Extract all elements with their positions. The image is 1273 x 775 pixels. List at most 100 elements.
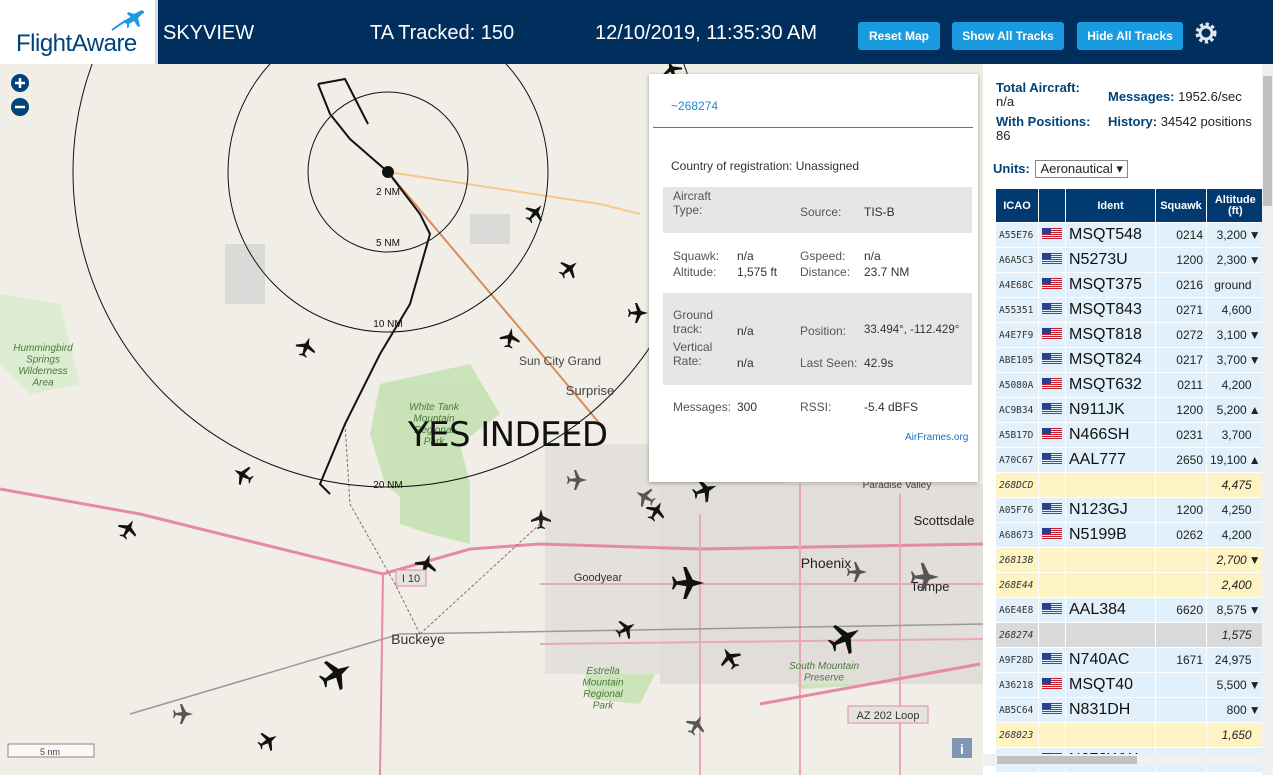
- aircraft-icon[interactable]: [628, 303, 648, 323]
- aircraft-row[interactable]: 268023 1,650: [996, 723, 1264, 747]
- logo[interactable]: FlightAware: [0, 0, 158, 64]
- label: Units:: [993, 161, 1030, 176]
- aircraft-row[interactable]: 268DCD 4,475: [996, 473, 1264, 497]
- aircraft-row[interactable]: A05F76 N123GJ 1200 4,250: [996, 498, 1264, 522]
- aircraft-icon[interactable]: [612, 615, 639, 642]
- aircraft-row[interactable]: A9F28D N740AC 1671 24,975: [996, 648, 1264, 672]
- col-header[interactable]: Squawk: [1156, 189, 1206, 222]
- flag-stripe: [1042, 354, 1062, 356]
- altitude-value: 5,500: [1216, 678, 1247, 692]
- flag-stripe: [1042, 681, 1062, 683]
- aircraft-icon[interactable]: [847, 562, 867, 582]
- aircraft-row[interactable]: 268274 1,575: [996, 623, 1264, 647]
- ident-cell: MSQT818: [1066, 323, 1155, 347]
- aircraft-icon[interactable]: [114, 515, 141, 542]
- aircraft-icon[interactable]: [498, 326, 521, 349]
- place-label: Hummingbird: [13, 343, 73, 354]
- col-header[interactable]: Ident: [1066, 189, 1155, 222]
- altitude-cell: 3,700: [1207, 423, 1264, 447]
- aircraft-icon[interactable]: [682, 711, 709, 738]
- altitude-trend: ▼: [1248, 703, 1261, 717]
- aircraft-icon[interactable]: [555, 255, 583, 283]
- aircraft-icon[interactable]: [531, 509, 551, 529]
- value: -5.4 dBFS: [864, 400, 919, 414]
- altitude-cell: 5,500 ▼: [1207, 673, 1264, 697]
- aircraft-icon[interactable]: [671, 566, 705, 600]
- flag-stripe: [1042, 306, 1062, 308]
- altitude-cell: 8,575 ▼: [1207, 598, 1264, 622]
- scrollbar[interactable]: [1262, 64, 1273, 775]
- icao-cell: A70C67: [996, 448, 1038, 472]
- aircraft-icon[interactable]: [567, 470, 587, 490]
- flag-stripe: [1042, 352, 1062, 354]
- flag-stripe: [1042, 233, 1062, 235]
- aircraft-row[interactable]: A55351 MSQT843 0271 4,600: [996, 298, 1264, 322]
- ident-cell: [1066, 723, 1155, 747]
- aircraft-row[interactable]: A6E4E8 AAL384 6620 8,575 ▼: [996, 598, 1264, 622]
- aircraft-icon[interactable]: [314, 652, 358, 696]
- airframes-link[interactable]: AirFrames.org: [905, 432, 969, 443]
- show-tracks-button[interactable]: Show All Tracks: [952, 22, 1064, 50]
- aircraft-row[interactable]: A36218 MSQT40 5,500 ▼: [996, 673, 1264, 697]
- aircraft-row[interactable]: A4E7F9 MSQT818 0272 3,100 ▼: [996, 323, 1264, 347]
- aircraft-row[interactable]: AC9B34 N911JK 1200 5,200 ▲: [996, 398, 1264, 422]
- aircraft-icon[interactable]: [412, 551, 440, 579]
- flag-stripe: [1042, 281, 1062, 283]
- aircraft-icon[interactable]: [911, 563, 939, 591]
- aircraft-row[interactable]: A5B17D N466SH 0231 3,700: [996, 423, 1264, 447]
- aircraft-icon[interactable]: [521, 199, 549, 227]
- col-header[interactable]: ICAO: [996, 189, 1038, 222]
- altitude-cell: ground: [1207, 273, 1264, 297]
- aircraft-row[interactable]: A6A5C3 N5273U 1200 2,300 ▼: [996, 248, 1264, 272]
- aircraft-icon[interactable]: [173, 704, 193, 724]
- aircraft-icon[interactable]: [642, 497, 669, 524]
- squawk-cell: 6620: [1156, 598, 1206, 622]
- altitude-cell: 3,100 ▼: [1207, 323, 1264, 347]
- zoom-controls[interactable]: [11, 74, 29, 116]
- aircraft-icon[interactable]: [254, 727, 281, 754]
- aircraft-icon[interactable]: [293, 334, 319, 360]
- info-button[interactable]: [952, 738, 972, 758]
- icao-cell: A5B17D: [996, 423, 1038, 447]
- flag-stripe: [1042, 654, 1062, 656]
- popup-id[interactable]: ~268274: [671, 99, 719, 113]
- aircraft-row[interactable]: AB5C64 N831DH 800 ▼: [996, 698, 1264, 722]
- flag-cell: [1039, 248, 1065, 272]
- aircraft-icon[interactable]: [823, 616, 867, 660]
- h-scrollbar[interactable]: [983, 754, 1262, 766]
- hide-tracks-button[interactable]: Hide All Tracks: [1077, 22, 1183, 50]
- info-label[interactable]: i: [960, 741, 964, 757]
- aircraft-row[interactable]: A4E68C MSQT375 0216 ground: [996, 273, 1264, 297]
- aircraft-icon[interactable]: [690, 475, 721, 506]
- flag-stripe: [1042, 602, 1062, 604]
- flag-stripe: [1042, 679, 1062, 681]
- value: 34542 positions: [1160, 114, 1252, 129]
- aircraft-row[interactable]: A68673 N5199B 0262 4,200: [996, 523, 1264, 547]
- flag-stripe: [1042, 283, 1062, 285]
- aircraft-icon[interactable]: [659, 64, 685, 83]
- aircraft-icon[interactable]: [715, 643, 745, 673]
- aircraft-icon[interactable]: [229, 461, 256, 488]
- scroll-thumb[interactable]: [997, 756, 1137, 764]
- aircraft-icon[interactable]: [631, 483, 658, 510]
- scroll-thumb[interactable]: [1263, 76, 1272, 206]
- aircraft-row[interactable]: 268E44 2,400: [996, 573, 1264, 597]
- ident-cell: MSQT632: [1066, 373, 1155, 397]
- flag-cell: [1039, 573, 1065, 597]
- flag-stripe: [1042, 256, 1062, 258]
- flag-stripe: [1042, 752, 1062, 754]
- place-label: Tempe: [910, 579, 949, 594]
- aircraft-row[interactable]: ABE105 MSQT824 0217 3,700 ▼: [996, 348, 1264, 372]
- aircraft-row[interactable]: A5080A MSQT632 0211 4,200: [996, 373, 1264, 397]
- altitude-cell: 4,200: [1207, 373, 1264, 397]
- aircraft-row[interactable]: A70C67 AAL777 2650 19,100 ▲: [996, 448, 1264, 472]
- col-header[interactable]: Altitude (ft): [1207, 189, 1264, 222]
- reset-map-button[interactable]: Reset Map: [858, 22, 940, 50]
- squawk-cell: 0211: [1156, 373, 1206, 397]
- aircraft-row[interactable]: 26813B 2,700 ▼: [996, 548, 1264, 572]
- flag-stripe: [1042, 683, 1062, 685]
- aircraft-row[interactable]: A55E76 MSQT548 0214 3,200 ▼: [996, 223, 1264, 247]
- units-select[interactable]: Aeronautical ▾: [1035, 160, 1128, 178]
- flag-stripe: [1042, 381, 1062, 383]
- settings-icon[interactable]: [1193, 20, 1219, 46]
